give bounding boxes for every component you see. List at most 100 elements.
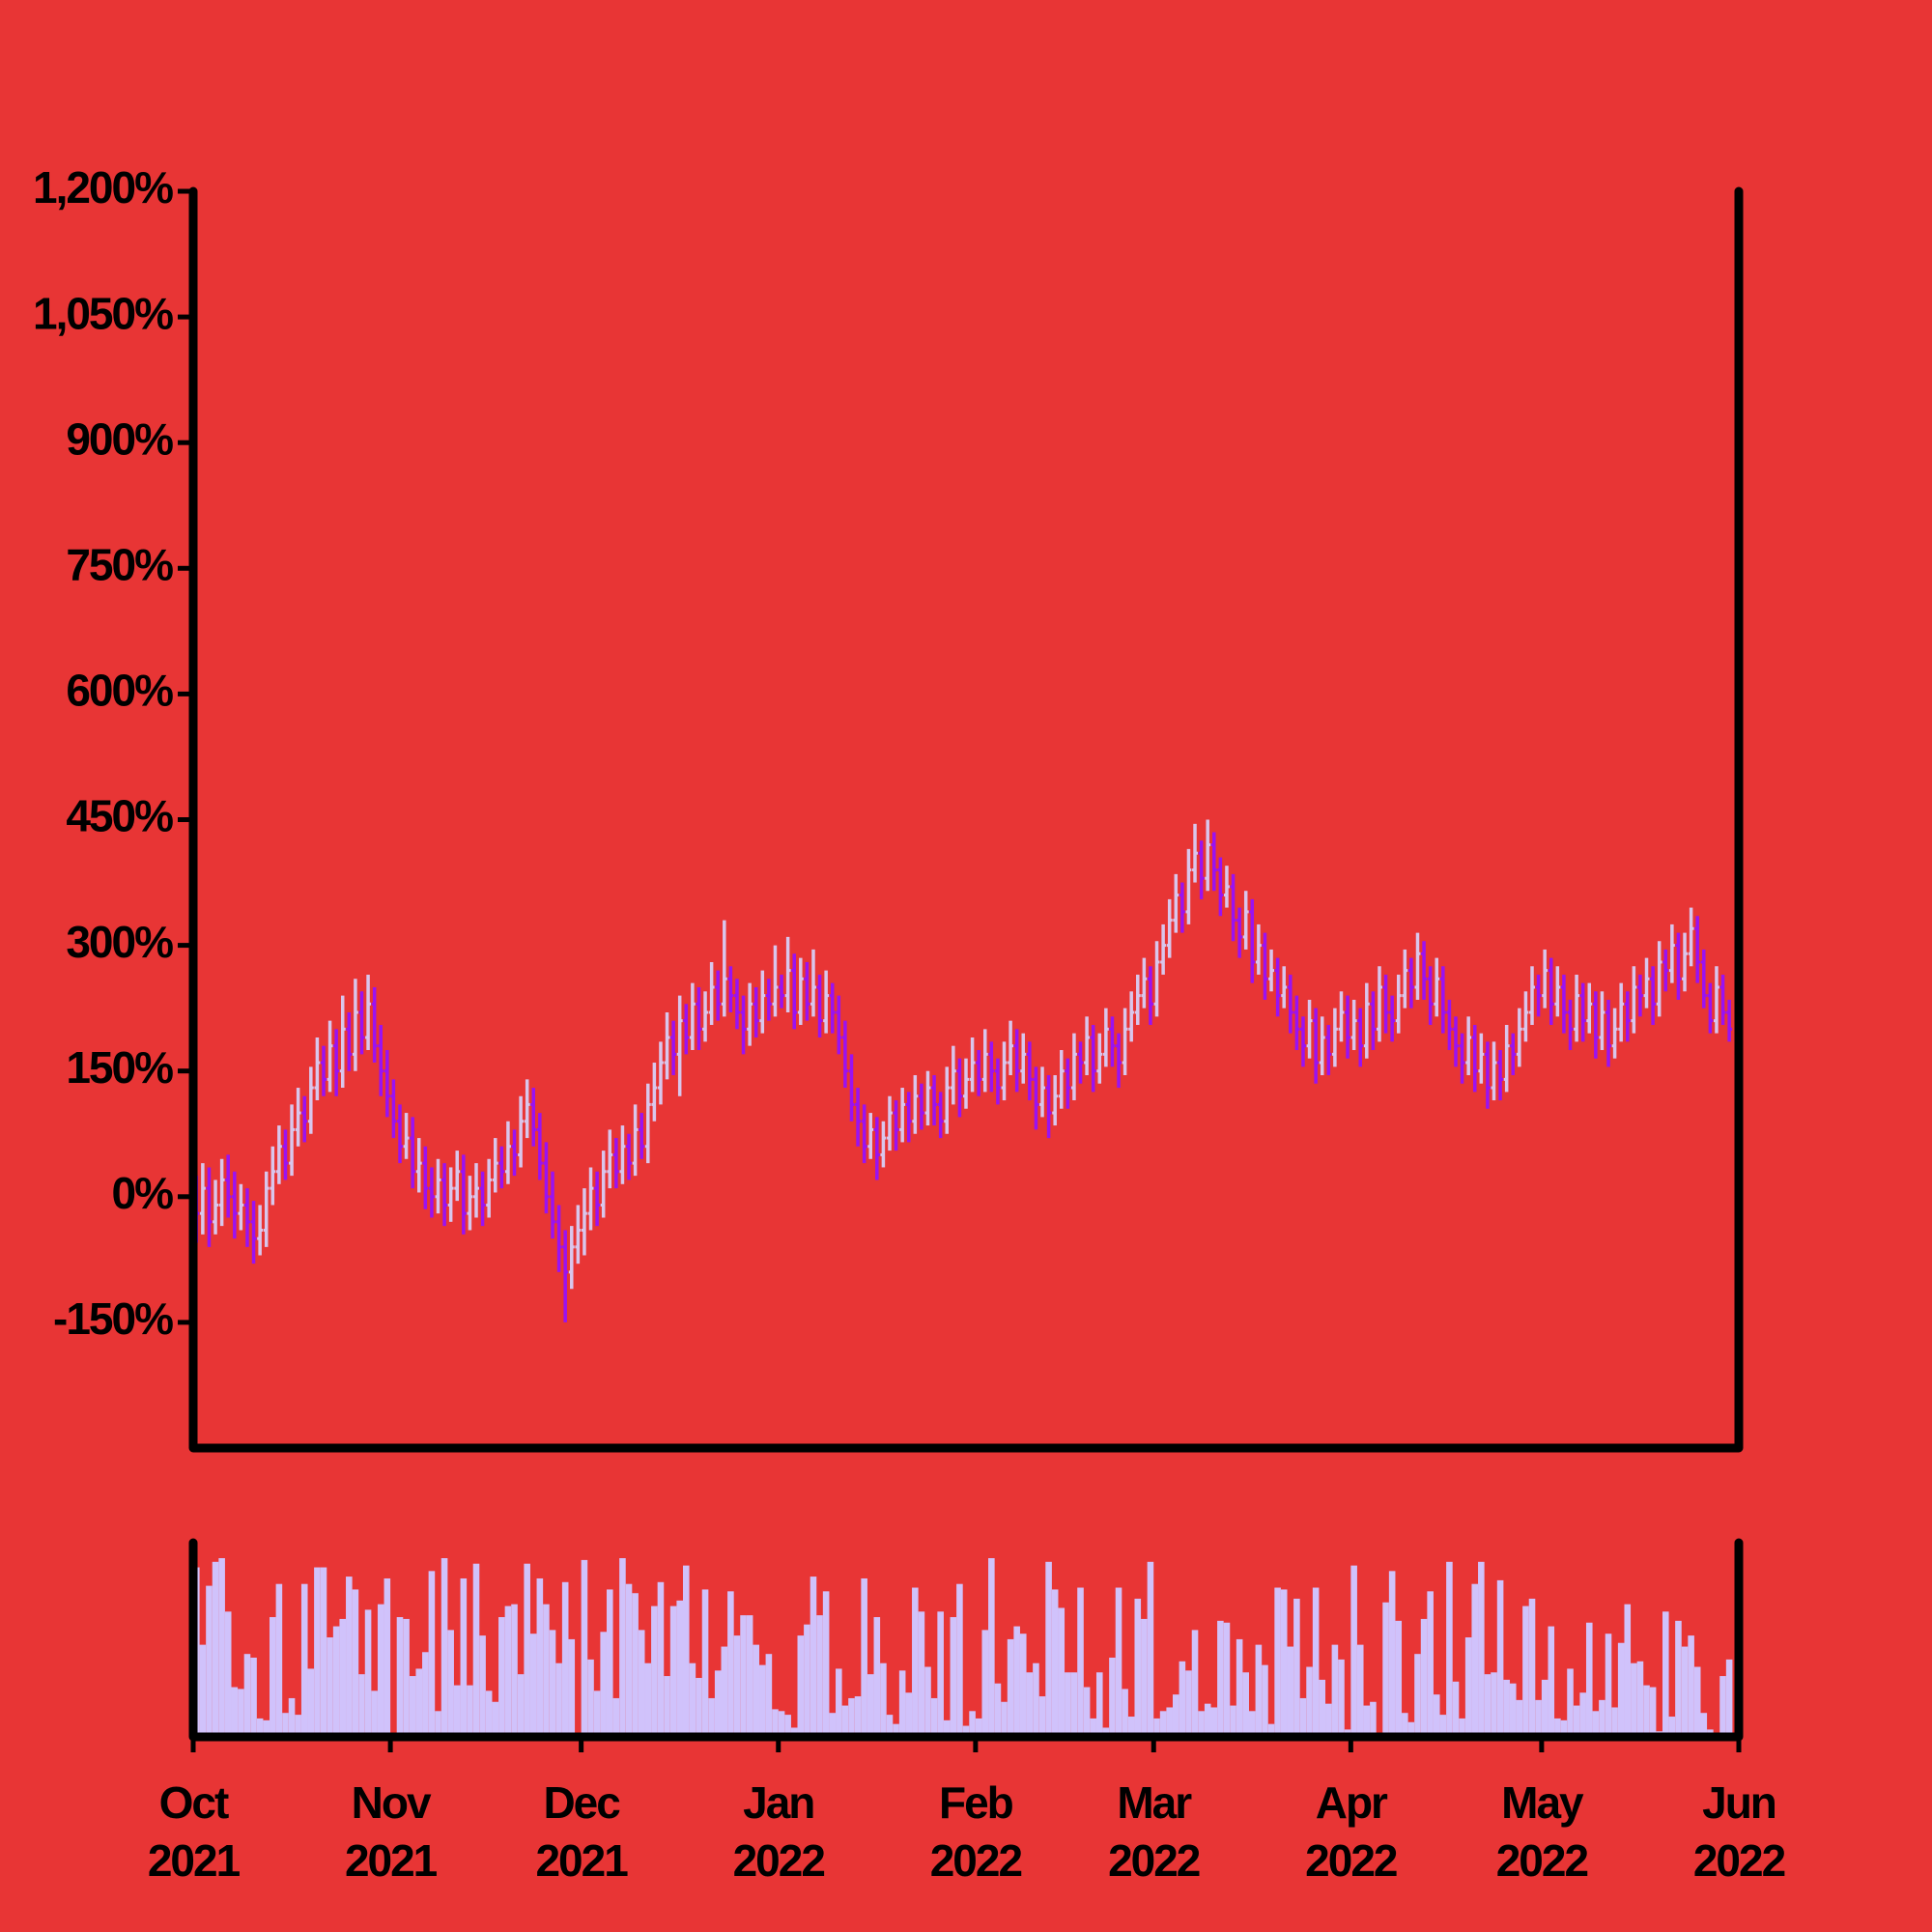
volume-bar [332,1626,340,1737]
x-tick-label: Jan [743,1777,813,1828]
y-tick-label: 750% [66,539,173,589]
ohlc-bar [225,1154,232,1218]
volume-bar [1127,1717,1135,1737]
ohlc-bar [1268,949,1275,992]
ohlc-bar [511,1129,518,1177]
volume-bar [1033,1662,1039,1737]
x-tick-label: Jun [1702,1777,1776,1828]
ohlc-bar [836,995,842,1055]
ohlc-bar [772,945,779,1017]
ohlc-bar [543,1142,550,1214]
volume-bar [224,1611,232,1737]
price-panel [193,819,1733,1322]
volume-bar [1649,1687,1657,1737]
volume-bar [352,1589,359,1737]
volume-bar [282,1713,289,1737]
volume-bar [498,1617,505,1737]
volume-bar [1636,1661,1644,1737]
volume-bar [435,1711,441,1737]
x-tick-label: 2021 [345,1835,438,1886]
y-tick-label: 300% [66,917,173,967]
volume-bar [784,1715,791,1737]
volume-bar [1407,1721,1415,1737]
volume-bar [1496,1579,1504,1737]
volume-bar [1102,1727,1110,1737]
volume-bar [422,1652,429,1737]
x-tick-label: Mar [1117,1777,1192,1828]
volume-bar [1719,1676,1726,1737]
ohlc-bar [1008,1020,1014,1076]
ohlc-bar [1084,1016,1091,1076]
ohlc-bar [1719,974,1726,1025]
volume-bar [199,1644,207,1737]
ohlc-bar [206,1167,213,1247]
ohlc-bar [562,1230,569,1322]
volume-bar [1491,1672,1497,1737]
volume-bar [1083,1687,1091,1737]
ohlc-bar [1434,957,1440,1017]
ohlc-bar [524,1079,530,1139]
volume-bar [440,1558,448,1737]
ohlc-bar [976,1050,982,1096]
volume-bar [275,1583,283,1737]
volume-bar [371,1690,378,1737]
ohlc-bar [1599,991,1605,1051]
volume-bar [218,1558,225,1737]
volume-bar [549,1630,556,1737]
volume-bar [1013,1626,1020,1737]
ohlc-bar [447,1167,454,1222]
ohlc-bar [301,1095,308,1143]
volume-bar [746,1615,753,1737]
ohlc-bar [969,1037,976,1093]
volume-bar [1306,1666,1313,1737]
ohlc-bar [1554,966,1561,1017]
volume-bar [696,1677,702,1737]
ohlc-bar [765,979,772,1021]
ohlc-bar [918,1083,924,1130]
volume-bar [759,1664,766,1737]
volume-bar [479,1635,486,1737]
volume-bar [1230,1705,1236,1737]
ohlc-bar [1389,995,1396,1042]
x-tick-label: May [1501,1777,1584,1828]
ohlc-bar [289,1104,296,1177]
ohlc-bar [371,986,378,1064]
ohlc-bar [415,1138,422,1193]
volume-panel [193,1558,1733,1737]
ohlc-bar [1242,891,1249,950]
volume-bar [682,1565,690,1737]
ohlc-bar [1122,1008,1128,1076]
ohlc-bar [670,1020,677,1076]
ohlc-bar [867,1113,874,1159]
volume-bar [403,1618,410,1737]
volume-bar [956,1583,963,1737]
volume-bar [1567,1668,1574,1737]
ohlc-bar [473,1163,479,1218]
ohlc-bar [1141,957,1148,1009]
volume-bar [740,1615,747,1737]
volume-bar [300,1583,308,1737]
ohlc-bar [734,979,740,1030]
volume-bar [1115,1587,1122,1737]
volume-bar [1395,1620,1403,1737]
volume-bar [1242,1672,1250,1737]
volume-bar [1688,1635,1694,1737]
ohlc-bar [263,1171,270,1247]
volume-bar [1134,1598,1142,1737]
volume-bar [1611,1707,1618,1737]
volume-bar [1274,1587,1281,1737]
ohlc-bar [607,1129,613,1189]
x-tick-label: 2022 [733,1835,825,1886]
volume-bar [358,1674,365,1737]
volume-bar [1528,1598,1536,1737]
volume-bar [797,1635,805,1737]
ohlc-bar [467,1176,473,1231]
volume-bar [943,1719,951,1737]
volume-bar [1045,1561,1052,1737]
volume-bar [898,1670,906,1737]
ohlc-bar [1675,932,1682,1000]
volume-bar [206,1585,213,1737]
ohlc-bar [1039,1066,1045,1118]
ohlc-bar [275,1125,282,1184]
